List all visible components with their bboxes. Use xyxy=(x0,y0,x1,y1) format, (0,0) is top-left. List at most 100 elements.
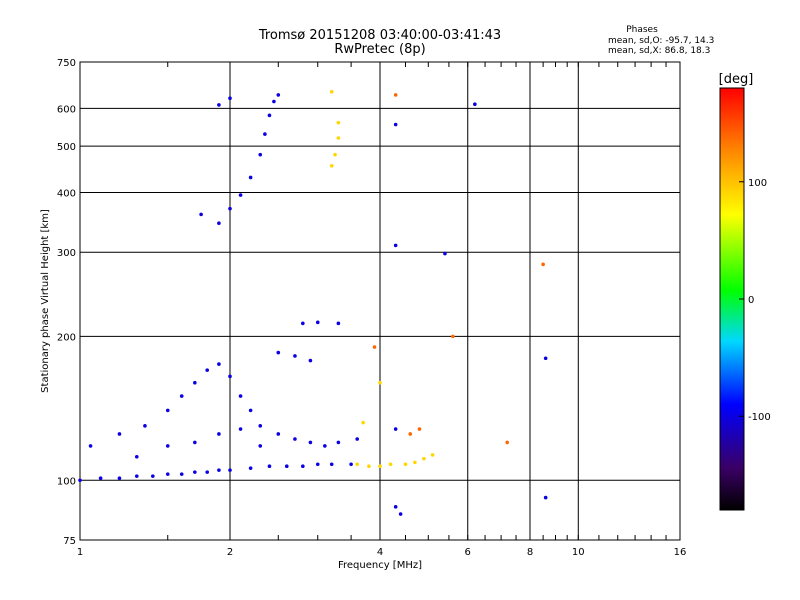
x-tick-label: 8 xyxy=(527,547,533,558)
echo-point xyxy=(258,444,263,448)
echo-point xyxy=(238,193,243,197)
colorbar-label: [deg] xyxy=(719,72,754,87)
echo-point xyxy=(355,437,359,441)
echo-point xyxy=(413,460,417,465)
x-tick-label: 6 xyxy=(465,547,471,558)
echo-point xyxy=(378,464,382,469)
echo-point xyxy=(355,462,359,467)
y-tick-label: 200 xyxy=(57,332,76,343)
echo-point xyxy=(228,206,232,211)
echo-point xyxy=(267,113,272,118)
echo-point xyxy=(393,427,398,431)
echo-point xyxy=(336,321,341,326)
echo-point xyxy=(228,374,232,379)
echo-point xyxy=(272,99,276,104)
y-tick-label: 75 xyxy=(63,536,76,547)
colorbar-tick-layer: 100 0 -100 xyxy=(739,178,771,423)
echo-point xyxy=(417,427,422,431)
echo-point xyxy=(398,512,403,516)
echo-point xyxy=(336,120,341,125)
echo-point xyxy=(293,354,297,358)
x-axis-label: Frequency [MHz] xyxy=(338,560,422,571)
x-tick-label: 2 xyxy=(227,547,233,558)
x-tick-label: 10 xyxy=(572,547,585,558)
echo-point xyxy=(248,408,253,413)
echo-point xyxy=(179,472,184,476)
y-tick-label: 500 xyxy=(57,142,76,153)
x-tick-layer: 1 2 4 6 8 10 16 xyxy=(77,547,687,558)
echo-point xyxy=(541,262,545,267)
colorbar-tick-label: 100 xyxy=(748,178,767,189)
echo-point xyxy=(248,175,253,180)
y-tick-layer: 75 100 200 300 400 500 600 750 xyxy=(57,58,76,547)
echo-point xyxy=(293,437,297,441)
chart-subtitle: RwPretec (8p) xyxy=(334,42,425,57)
echo-point xyxy=(217,468,221,472)
echo-point xyxy=(378,380,382,385)
echo-point xyxy=(393,505,398,509)
x-tick-label: 4 xyxy=(377,547,383,558)
echo-point xyxy=(308,440,313,445)
echo-point xyxy=(134,474,139,478)
echo-point xyxy=(276,93,281,97)
chart-title: Tromsø 20151208 03:40:00-03:41:43 xyxy=(258,28,501,43)
echo-point xyxy=(349,462,353,467)
y-tick-label: 300 xyxy=(57,248,76,259)
echo-point xyxy=(430,453,435,457)
y-tick-label: 400 xyxy=(57,188,76,199)
echo-point xyxy=(315,320,320,325)
echo-point xyxy=(78,478,82,483)
echo-point xyxy=(228,96,232,100)
grid-layer xyxy=(79,62,680,540)
echo-point xyxy=(199,212,203,217)
echo-point xyxy=(388,462,393,467)
echo-point xyxy=(333,152,337,157)
echo-point xyxy=(193,470,197,474)
echo-point xyxy=(238,394,243,398)
echo-point xyxy=(151,474,155,478)
echo-point xyxy=(473,102,477,107)
echo-point xyxy=(238,427,243,431)
echo-point xyxy=(143,424,147,428)
echo-point xyxy=(205,470,209,474)
phase-box-line1: mean, sd,O: -95.7, 14.3 xyxy=(608,36,714,46)
echo-point xyxy=(165,472,170,476)
echo-point xyxy=(276,350,281,355)
echo-point xyxy=(301,321,305,326)
echo-point xyxy=(217,103,221,107)
echo-point xyxy=(393,122,398,127)
echo-point xyxy=(315,462,320,467)
x-tick-label: 16 xyxy=(674,547,687,558)
echo-point xyxy=(422,456,426,461)
echo-point xyxy=(88,444,93,448)
echo-point xyxy=(179,394,184,398)
echo-point xyxy=(367,464,371,469)
echo-point xyxy=(217,432,221,436)
points-layer xyxy=(78,89,548,516)
echo-point xyxy=(258,424,263,428)
echo-point xyxy=(248,466,253,470)
phase-box-line2: mean, sd,X: 86.8, 18.3 xyxy=(608,46,710,56)
y-tick-label: 100 xyxy=(57,476,76,487)
echo-point xyxy=(284,464,289,469)
echo-point xyxy=(543,356,548,361)
echo-point xyxy=(408,432,413,436)
echo-point xyxy=(393,243,398,248)
echo-point xyxy=(451,334,455,339)
echo-point xyxy=(403,462,408,467)
echo-point xyxy=(323,444,327,448)
echo-point xyxy=(336,136,341,140)
echo-point xyxy=(217,362,221,366)
echo-point xyxy=(336,440,341,445)
echo-point xyxy=(329,163,334,168)
echo-point xyxy=(263,132,267,136)
echo-point xyxy=(372,345,377,349)
echo-point xyxy=(165,444,170,448)
colorbar-tick-label: 0 xyxy=(748,295,754,306)
echo-point xyxy=(443,251,447,256)
echo-point xyxy=(329,462,334,467)
echo-point xyxy=(301,464,305,469)
echo-point xyxy=(276,432,281,436)
